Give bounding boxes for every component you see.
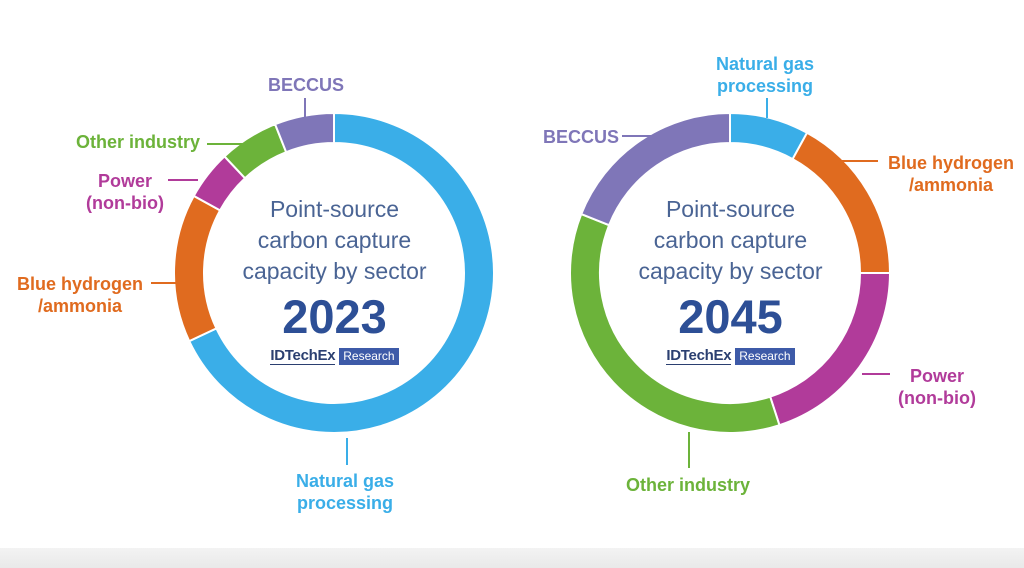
label-2045-other-industry: Other industry	[626, 475, 751, 495]
center-line-2: carbon capture	[653, 227, 808, 253]
center-line-1: Point-source	[665, 196, 796, 222]
idtechex-logo: IDTechEx Research	[270, 347, 399, 365]
donut-chart-2023	[173, 111, 495, 434]
slice-natural-gas-processing	[187, 111, 495, 434]
label-2023-natural-gas: Natural gas processing	[295, 471, 395, 513]
slice-beccus	[273, 111, 335, 154]
leader-lines	[151, 98, 890, 468]
label-2023-other-industry: Other industry	[76, 132, 201, 152]
label-2023-beccus: BECCUS	[268, 75, 345, 95]
bottom-bar	[0, 548, 1024, 568]
brand-main: IDTechEx	[666, 347, 732, 365]
year-label: 2023	[282, 290, 387, 343]
center-text-2023: Point-source carbon capture capacity by …	[232, 194, 437, 365]
brand-main: IDTechEx	[270, 347, 336, 365]
label-2045-beccus: BECCUS	[543, 127, 620, 147]
year-label: 2045	[678, 290, 783, 343]
label-2023-blue-hydrogen: Blue hydrogen /ammonia	[16, 274, 143, 316]
label-2045-power: Power (non-bio)	[898, 366, 976, 408]
slice-beccus	[579, 111, 731, 227]
brand-sub: Research	[735, 347, 795, 365]
center-line-1: Point-source	[269, 196, 400, 222]
label-2023-power: Power (non-bio)	[86, 171, 164, 213]
center-text-2045: Point-source carbon capture capacity by …	[628, 194, 833, 365]
center-line-2: carbon capture	[257, 227, 412, 253]
idtechex-logo: IDTechEx Research	[666, 347, 795, 365]
donut-chart-2045	[569, 111, 892, 434]
center-line-3: capacity by sector	[638, 258, 823, 284]
slice-blue-hydrogen-ammonia	[173, 194, 222, 343]
brand-sub: Research	[339, 347, 399, 365]
center-line-3: capacity by sector	[242, 258, 427, 284]
label-2045-blue-hydrogen: Blue hydrogen /ammonia	[887, 153, 1014, 195]
label-2045-natural-gas: Natural gas processing	[715, 54, 815, 96]
